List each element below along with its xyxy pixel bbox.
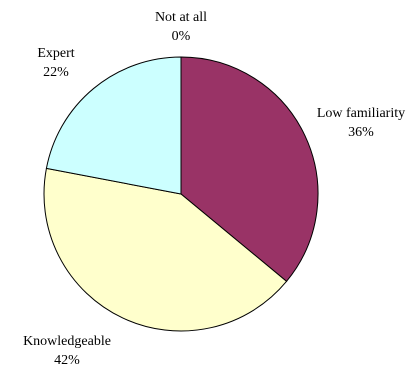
pie-slice-low-familiarity xyxy=(180,56,319,283)
slice-label-expert: Expert 22% xyxy=(14,44,98,82)
slice-name: Low familiarity xyxy=(316,106,406,121)
pie-slice-expert xyxy=(45,56,182,195)
slice-name: Knowledgeable xyxy=(23,334,111,349)
slice-name: Not at all xyxy=(154,10,208,25)
slice-percent: 42% xyxy=(54,353,80,368)
slice-name: Expert xyxy=(37,46,75,61)
slice-percent: 22% xyxy=(43,65,69,80)
slice-label-knowledgeable: Knowledgeable 42% xyxy=(2,332,132,370)
slice-label-low-familiarity: Low familiarity 36% xyxy=(304,104,418,142)
slice-percent: 36% xyxy=(348,125,374,140)
slice-label-not-at-all: Not at all 0% xyxy=(118,8,244,46)
slice-percent: 0% xyxy=(171,29,191,44)
pie-slice-knowledgeable xyxy=(43,167,288,332)
